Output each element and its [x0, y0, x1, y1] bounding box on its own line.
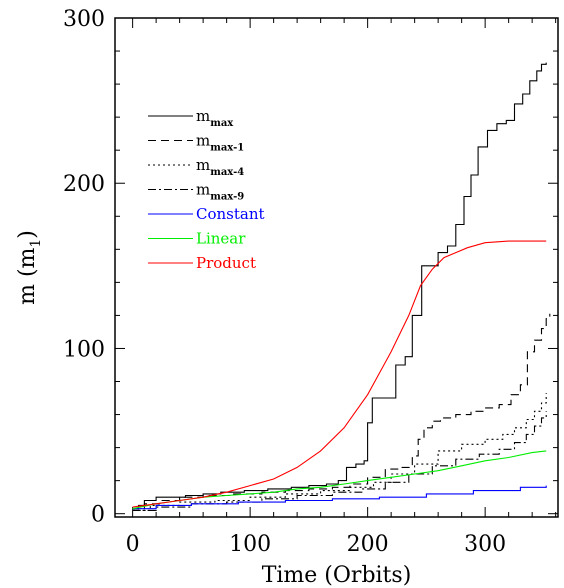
legend-label: mmax-1 [196, 132, 244, 154]
x-tick-label: 100 [229, 532, 271, 557]
x-tick-label: 200 [347, 532, 389, 557]
legend-label-main: m [196, 107, 210, 125]
series-line-2 [132, 393, 547, 511]
y-axis-title-close: ) [15, 230, 40, 239]
plot-frame [114, 17, 559, 518]
legend-label-main: Constant [196, 205, 265, 223]
series-line-1 [132, 313, 551, 511]
series-lines [132, 62, 551, 511]
x-tick-label: 300 [464, 532, 506, 557]
x-tick-label: 0 [126, 532, 140, 557]
legend-label-main: Linear [196, 230, 246, 248]
legend-label: mmax-9 [196, 181, 244, 203]
legend-label-sub: max-9 [210, 192, 244, 203]
legend-label-main: m [196, 156, 210, 174]
series-line-3 [132, 411, 547, 511]
legend-label-sub: max-1 [210, 143, 244, 154]
legend-label-main: m [196, 132, 210, 150]
y-tick-label: 100 [63, 337, 105, 362]
axis-ticks [115, 17, 558, 517]
series-line-4 [132, 485, 547, 510]
y-tick-label: 0 [91, 503, 105, 528]
legend-label: Constant [196, 205, 265, 223]
y-tick-label: 200 [63, 172, 105, 197]
x-axis-title: Time (Orbits) [262, 563, 412, 588]
legend-label-main: Product [196, 254, 256, 272]
legend-label: Linear [196, 230, 246, 248]
legend-label: mmax-4 [196, 156, 244, 178]
series-line-6 [132, 240, 547, 508]
legend-label: Product [196, 254, 256, 272]
y-axis-title-main: m (m [15, 247, 40, 304]
legend: mmaxmmax-1mmax-4mmax-9ConstantLinearProd… [148, 107, 265, 272]
legend-label: mmax [196, 107, 234, 129]
y-tick-label: 300 [63, 7, 105, 32]
legend-label-sub: max-4 [210, 167, 244, 178]
y-axis-title-sub: 1 [28, 239, 44, 248]
legend-label-sub: max [210, 118, 234, 129]
legend-label-main: m [196, 181, 210, 199]
y-axis-title: m (m1) [15, 230, 44, 305]
axis-tick-labels: 0 100 200 300 0 100 200 300 [63, 7, 506, 557]
